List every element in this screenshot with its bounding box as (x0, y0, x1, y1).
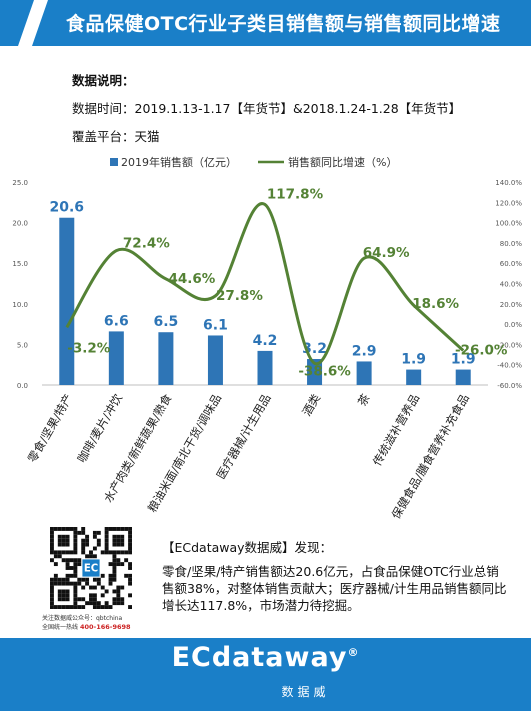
right-axis-tick-label: -60.0% (497, 382, 522, 390)
bar (257, 350, 273, 385)
finding-title: 【ECdataway数据威】发现： (162, 540, 333, 555)
category-label: 传统滋补营养品 (370, 392, 422, 469)
bar-value-label: 1.9 (401, 352, 426, 368)
finding-text: 零食/坚果/特产销售额达20.6亿元，占食品保健OTC行业总销售额38%，对整体… (162, 564, 507, 613)
left-axis-tick-label: 5.0 (17, 341, 28, 349)
qr-caption-hotline: 全国统一热线 400-166-9698 (42, 622, 131, 631)
legend-bar-label: 2019年销售额（亿元） (121, 155, 237, 169)
line-value-label: 44.6% (168, 271, 215, 287)
bar-value-label: 6.1 (203, 317, 228, 333)
legend-bar-swatch (110, 158, 118, 166)
hotline-number: 400-166-9698 (79, 623, 131, 631)
left-axis-tick-label: 20.0 (12, 220, 28, 228)
header-banner: 食品保健OTC行业子类目销售额与销售额同比增速 (0, 0, 531, 46)
left-axis-tick-label: 0.0 (17, 382, 28, 390)
right-axis-tick-label: 60.0% (500, 260, 523, 268)
bar-value-label: 2.9 (352, 343, 377, 359)
left-axis-tick-label: 15.0 (12, 260, 28, 268)
right-axis-tick-label: 0.0% (504, 321, 522, 329)
bar-value-label: 6.6 (104, 313, 129, 329)
line-value-label: -38.6% (298, 363, 351, 379)
bar (307, 359, 323, 385)
qr-code[interactable]: EC (50, 527, 132, 609)
bar (406, 369, 422, 385)
data-time-note: 数据时间：2019.1.13-1.17【年货节】&2018.1.24-1.28【… (72, 101, 462, 116)
line-value-label: 18.6% (412, 296, 459, 312)
qr-caption-account: 关注数据威公众号：qbtchina (42, 615, 123, 622)
category-labels: 零食/坚果/特产 咖啡/麦片/冲饮水产肉类/新鲜蔬果/熟食粮油米面/南北干货/调味… (25, 391, 472, 521)
left-axis-tick-label: 25.0 (12, 179, 28, 187)
legend-line-label: 销售额同比增速（%） (288, 155, 397, 169)
hotline-label: 全国统一热线 (42, 624, 79, 631)
right-axis-tick-label: 20.0% (500, 301, 523, 309)
category-label: 酒类 (300, 391, 324, 418)
platform-note: 覆盖平台：天猫 (72, 129, 160, 144)
line-value-label: 27.8% (216, 288, 263, 304)
bar (356, 361, 372, 385)
brand-chinese-name: 数据威 (281, 685, 330, 699)
right-axis-tick-label: 120.0% (495, 199, 522, 207)
data-notes-label: 数据说明： (72, 73, 135, 88)
chart-legend: 2019年销售额（亿元） 销售额同比增速（%） (110, 155, 397, 169)
right-axis-tick-label: 140.0% (495, 179, 522, 187)
qr-block: EC 关注数据威公众号：qbtchina 全国统一热线 400-166-9698 (34, 527, 154, 631)
bar (158, 332, 174, 385)
line-value-label: 117.8% (267, 187, 324, 203)
header-accent-shape (18, 0, 48, 46)
right-axis-tick-label: -40.0% (497, 362, 522, 370)
brand-name: ECdataway (171, 642, 348, 673)
registered-symbol: ® (347, 646, 360, 659)
bar-value-label: 4.2 (253, 333, 278, 349)
bar-series (59, 217, 471, 385)
right-axis-tick-label: -20.0% (497, 341, 522, 349)
line-labels: -3.2% 72.4% 44.6%27.8% 117.8% -38.6% 64.9% 18.… (67, 187, 508, 380)
bar (59, 217, 75, 385)
qr-logo-text: EC (84, 564, 98, 575)
right-y-axis: -60.0% -40.0% -20.0% 0.0% 20.0% 40.0% 60.0% 80.… (495, 179, 522, 390)
qr-logo (82, 559, 100, 577)
line-value-label: -26.0% (455, 342, 508, 358)
category-label: 零食/坚果/特产 (25, 392, 75, 465)
bar (207, 335, 223, 385)
right-axis-tick-label: 100.0% (495, 220, 522, 228)
category-label: 茶 (355, 391, 373, 408)
category-label: 医疗器械/计生用品 (214, 392, 274, 482)
line-value-label: 72.4% (123, 236, 170, 252)
line-value-label: 64.9% (363, 245, 410, 261)
page-title: 食品保健OTC行业子类目销售额与销售额同比增速 (66, 13, 501, 35)
growth-rate-line (65, 202, 465, 365)
left-y-axis: 0.0 5.0 10.0 15.0 20.0 25.0 (12, 179, 28, 390)
category-label: 咖啡/麦片/冲饮 (74, 391, 125, 465)
bar-value-label: 1.9 (451, 352, 476, 368)
bar (455, 369, 471, 385)
combo-chart: 2019年销售额（亿元） 销售额同比增速（%） 0.0 5.0 10.0 15.0 20… (12, 155, 522, 521)
right-axis-tick-label: 40.0% (500, 281, 523, 289)
bar-value-label: 6.5 (153, 314, 178, 330)
bar-value-label: 20.6 (50, 200, 85, 216)
line-value-label: -3.2% (67, 340, 111, 356)
brand-logo: ECdataway® (0, 642, 531, 673)
right-axis-tick-label: 80.0% (500, 240, 523, 248)
footer-banner: ECdataway® 数据威 (0, 638, 531, 711)
left-axis-tick-label: 10.0 (12, 301, 28, 309)
bar (108, 331, 124, 385)
